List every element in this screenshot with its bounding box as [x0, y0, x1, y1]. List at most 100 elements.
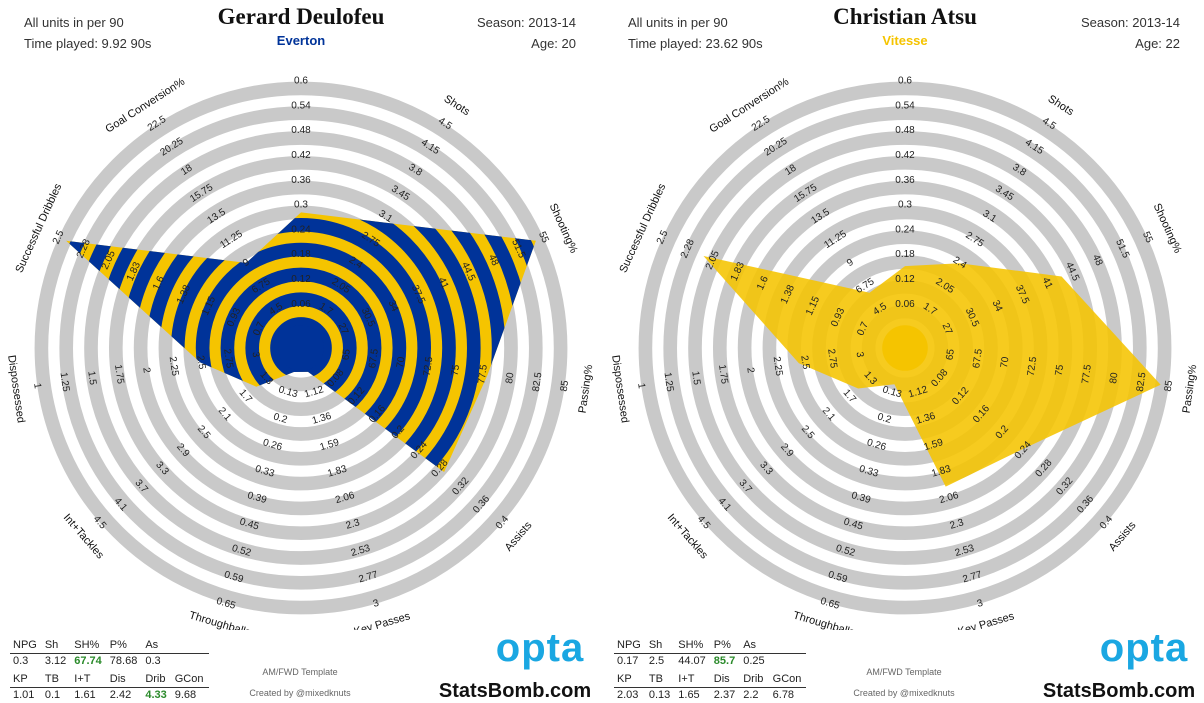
radar-tick-label: 70	[999, 356, 1012, 369]
radar-axis-label: Shots	[442, 93, 473, 119]
stat-label: GCon	[770, 672, 807, 688]
radar-chart-deulofeu: 0.060.120.180.240.30.360.420.480.540.6No…	[0, 70, 602, 630]
radar-tick-label: 1.25	[58, 372, 72, 393]
age: Age: 20	[477, 33, 576, 54]
opta-logo: opta	[480, 628, 600, 668]
credit-label: Created by @mixedknuts	[804, 688, 1004, 698]
stat-label: SH%	[71, 638, 107, 654]
stat-value: 0.17	[614, 654, 646, 670]
radar-tick-label: 0.24	[291, 224, 311, 235]
radar-chart-atsu: 0.060.120.180.240.30.360.420.480.540.6No…	[604, 70, 1204, 630]
radar-tick-label: 1.25	[662, 372, 676, 393]
radar-tick-label: 0.36	[291, 175, 311, 186]
radar-tick-label: 2.5	[194, 355, 207, 371]
radar-tick-label: 1.5	[85, 370, 98, 386]
radar-tick-label: 0.06	[895, 299, 915, 310]
radar-tick-label: 82.5	[531, 371, 545, 392]
radar-tick-label: 0.42	[895, 150, 915, 161]
radar-center-dot	[882, 325, 928, 371]
radar-tick-label: 80	[1108, 371, 1121, 384]
radar-tick-label: 75	[1054, 364, 1067, 377]
season: Season: 2013-14	[1081, 12, 1180, 33]
stat-label: TB	[42, 672, 71, 688]
stat-value: 4.33	[142, 688, 171, 703]
stat-label: P%	[107, 638, 143, 654]
radar-tick-label: 0.12	[291, 274, 311, 285]
stat-label: As	[142, 638, 171, 654]
radar-axis-label: Key Passes	[957, 610, 1017, 630]
stat-value: 6.78	[770, 688, 807, 703]
stat-label: Sh	[646, 638, 675, 654]
radar-tick-label: 0.54	[291, 100, 311, 111]
stat-value: 44.07	[675, 654, 711, 670]
radar-tick-label: 0.12	[895, 274, 915, 285]
stats-row2-values: 2.03 0.13 1.65 2.37 2.2 6.78	[614, 688, 806, 703]
radar-tick-label: 0.3	[898, 200, 912, 211]
season: Season: 2013-14	[477, 12, 576, 33]
stats-row1-labels: NPG Sh SH% P% As	[10, 638, 209, 654]
radar-tick-label: 0.3	[294, 200, 308, 211]
stat-value: 0.13	[646, 688, 675, 703]
radar-tick-label: 2.5	[798, 355, 811, 371]
header-right-info: Season: 2013-14 Age: 22	[1081, 12, 1180, 54]
stat-value: 2.37	[711, 688, 740, 703]
stat-value: 2.42	[107, 688, 143, 703]
radar-tick-label: 70	[395, 356, 408, 369]
stats-row1-labels: NPG Sh SH% P% As	[614, 638, 806, 654]
stat-label: I+T	[675, 672, 711, 688]
stat-value: 0.25	[740, 654, 769, 670]
radar-tick-label: 0.6	[898, 76, 912, 87]
stat-label: Dis	[711, 672, 740, 688]
age: Age: 22	[1081, 33, 1180, 54]
template-label: AM/FWD Template	[804, 667, 1004, 677]
radar-axis-label: Shooting%	[1151, 202, 1184, 256]
radar-tick-label: 0.18	[895, 249, 915, 260]
radar-axis-label: Throughballs	[792, 609, 857, 630]
radar-tick-label: 0.06	[291, 299, 311, 310]
stat-label: Drib	[740, 672, 769, 688]
radar-axis-label: Throughballs	[188, 609, 253, 630]
stats-table: NPG Sh SH% P% As 0.3 3.12 67.74 78.68 0.…	[10, 638, 209, 703]
credit-label: Created by @mixedknuts	[200, 688, 400, 698]
opta-logo: opta	[1084, 628, 1204, 668]
stat-label: P%	[711, 638, 740, 654]
stats-row1-values: 0.17 2.5 44.07 85.7 0.25	[614, 654, 806, 670]
radar-tick-label: 0.6	[294, 76, 308, 87]
radar-tick-label: 0.18	[291, 249, 311, 260]
stat-label: KP	[10, 672, 42, 688]
radar-axis-label: Shooting%	[547, 202, 580, 256]
stats-row2-values: 1.01 0.1 1.61 2.42 4.33 9.68	[10, 688, 209, 703]
stat-value: 1.61	[71, 688, 107, 703]
template-label: AM/FWD Template	[200, 667, 400, 677]
radar-tick-label: 85	[559, 379, 572, 392]
stat-label: SH%	[675, 638, 711, 654]
stat-label: As	[740, 638, 769, 654]
stat-label: TB	[646, 672, 675, 688]
stat-value: 3.12	[42, 654, 71, 670]
statsbomb-logo: StatsBomb.com	[1034, 680, 1204, 703]
stat-value: 2.5	[646, 654, 675, 670]
radar-center-dot	[278, 325, 324, 371]
radar-panel-right: All units in per 90 Time played: 23.62 9…	[604, 0, 1204, 702]
statsbomb-logo: StatsBomb.com	[430, 680, 600, 703]
radar-axis-label: Shots	[1046, 93, 1077, 119]
stats-row2-labels: KP TB I+T Dis Drib GCon	[10, 672, 209, 688]
stat-value: 2.03	[614, 688, 646, 703]
radar-axis-label: Dispossessed	[5, 354, 27, 423]
radar-tick-label: 85	[1163, 379, 1176, 392]
stat-value: 0.3	[142, 654, 171, 670]
stat-label: NPG	[10, 638, 42, 654]
stat-label: I+T	[71, 672, 107, 688]
radar-tick-label: 80	[504, 371, 517, 384]
radar-tick-label: 0.36	[895, 175, 915, 186]
stat-label: KP	[614, 672, 646, 688]
stat-label: Sh	[42, 638, 71, 654]
stat-label: Drib	[142, 672, 171, 688]
stat-value: 85.7	[711, 654, 740, 670]
radar-axis-label: Passing%	[1181, 364, 1200, 414]
header-right-info: Season: 2013-14 Age: 20	[477, 12, 576, 54]
stat-value: 1.01	[10, 688, 42, 703]
radar-tick-label: 9	[845, 257, 856, 269]
radar-panel-left: All units in per 90 Time played: 9.92 90…	[0, 0, 602, 702]
stat-value: 0.1	[42, 688, 71, 703]
